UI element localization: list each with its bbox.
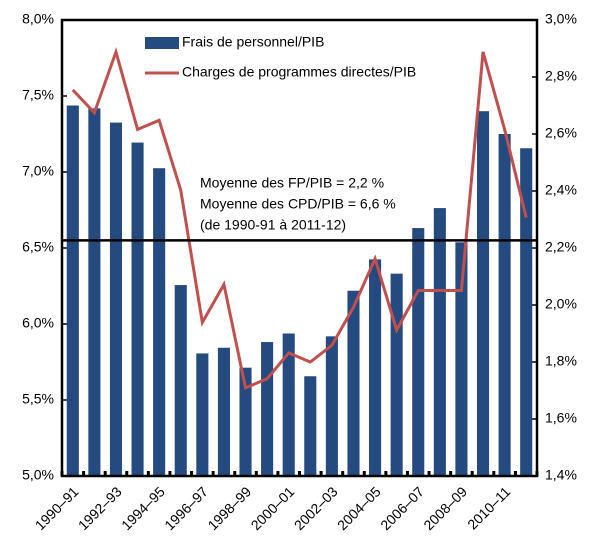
bar [325, 336, 338, 476]
annotation: Moyenne des FP/PIB = 2,2 % [200, 175, 384, 191]
y2-tick-label: 1,4% [545, 467, 577, 483]
y2-tick-label: 2,2% [545, 239, 577, 255]
bar [196, 353, 209, 476]
bar [304, 376, 317, 476]
y2-tick-label: 2,8% [545, 68, 577, 84]
plot-frame [60, 18, 539, 478]
annotation: (de 1990-91 à 2011-12) [200, 217, 346, 233]
bar [239, 367, 252, 476]
x-tick-label: 2008–09 [420, 483, 470, 533]
legend-label: Charges de programmes directes/PIB [182, 64, 416, 80]
y-tick-label: 5,5% [22, 391, 54, 407]
y2-tick-label: 1,6% [545, 410, 577, 426]
bar [174, 285, 187, 476]
y-tick-label: 5,0% [22, 467, 54, 483]
x-tick-label: 1994–95 [118, 483, 168, 533]
annotation: Moyenne des CPD/PIB = 6,6 % [200, 196, 396, 212]
y-tick-label: 6,5% [22, 239, 54, 255]
x-tick-label: 2002–03 [291, 483, 341, 533]
y2-tick-label: 2,6% [545, 125, 577, 141]
x-tick-label: 2000–01 [248, 483, 298, 533]
bar [520, 148, 533, 476]
legend-swatch [145, 37, 179, 49]
y2-tick-label: 2,4% [545, 182, 577, 198]
bar [476, 111, 490, 476]
y-tick-label: 6,0% [22, 315, 54, 331]
y2-tick-label: 3,0% [545, 11, 577, 27]
bar [455, 242, 468, 476]
bar [261, 342, 274, 476]
bar [390, 273, 403, 476]
line [71, 46, 528, 390]
x-tick-label: 1998–99 [204, 483, 254, 533]
y2-tick-label: 2,0% [545, 296, 577, 312]
bar [412, 228, 425, 476]
x-tick-label: 1996–97 [161, 483, 211, 533]
y-tick-label: 7,5% [22, 87, 54, 103]
bar [347, 290, 360, 476]
bar [498, 134, 511, 476]
bar [66, 105, 79, 476]
bar [217, 347, 230, 476]
legend-label: Frais de personnel/PIB [182, 34, 324, 50]
x-tick-label: 2004–05 [334, 483, 384, 533]
bar [88, 108, 101, 476]
bar [109, 122, 123, 476]
y-tick-label: 7,0% [22, 163, 54, 179]
bar [282, 333, 295, 476]
bar [153, 168, 166, 476]
bar [131, 142, 144, 477]
bar [369, 259, 382, 476]
x-tick-label: 2006–07 [377, 483, 427, 533]
x-tick-label: 1990–91 [32, 483, 82, 533]
y-tick-label: 8,0% [22, 11, 54, 27]
y2-tick-label: 1,8% [545, 353, 577, 369]
bar [433, 208, 446, 476]
x-tick-label: 2010–11 [464, 483, 513, 532]
x-tick-label: 1992–93 [75, 483, 125, 533]
